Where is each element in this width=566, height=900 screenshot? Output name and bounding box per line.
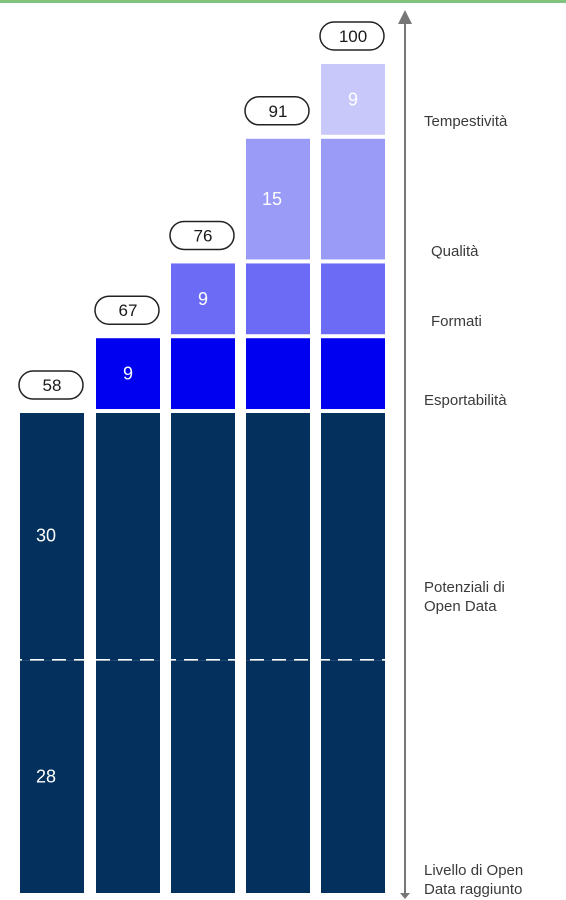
bar-segment xyxy=(171,413,235,661)
bar-segment xyxy=(246,138,310,260)
segment-value-label: 9 xyxy=(123,364,133,384)
bar-segment xyxy=(321,338,385,410)
segment-value-label: 9 xyxy=(348,89,358,109)
axis-level-label-line: Tempestività xyxy=(424,113,508,130)
axis-level-label-line: Formati xyxy=(431,313,482,330)
bar-segment xyxy=(96,660,160,893)
axis-level-label-line: Esportabilità xyxy=(424,392,507,409)
y-axis-arrow xyxy=(398,10,412,24)
bar-segment xyxy=(20,413,84,661)
segment-value-label: 15 xyxy=(262,189,282,209)
bar-segment xyxy=(246,338,310,410)
bar-segment xyxy=(321,413,385,661)
bar-segment xyxy=(96,338,160,410)
bar-segment xyxy=(321,138,385,260)
total-value-label: 76 xyxy=(194,226,213,245)
axis-level-label-line: Data raggiunto xyxy=(424,881,522,898)
total-pill xyxy=(18,370,84,400)
axis-level-label-line: Qualità xyxy=(431,243,479,260)
bar-segment xyxy=(321,263,385,335)
axis-level-label: Potenziali di Open Data xyxy=(424,579,505,615)
segment-value-label: 28 xyxy=(36,767,56,787)
axis-level-label: Esportabilità xyxy=(424,392,507,409)
bar-segment xyxy=(246,263,310,335)
bar-segment xyxy=(171,263,235,335)
axis-level-label-line: Open Data xyxy=(424,598,497,615)
total-pill xyxy=(169,220,235,251)
bar-segment xyxy=(321,660,385,893)
total-pill xyxy=(94,295,160,325)
segment-value-label: 30 xyxy=(36,526,56,546)
axis-level-label: Formati xyxy=(431,313,482,330)
total-value-label: 67 xyxy=(119,301,138,320)
segment-value-label: 9 xyxy=(198,289,208,309)
axis-level-label-line: Livello di Open xyxy=(424,862,523,879)
total-value-label: 58 xyxy=(43,376,62,395)
bar-segment xyxy=(96,413,160,661)
axis-level-label: Tempestività xyxy=(424,113,508,130)
y-axis-bottom-tick xyxy=(400,893,410,899)
bar-segment xyxy=(246,413,310,661)
top-divider-line xyxy=(0,0,566,3)
axis-level-label-line: Potenziali di xyxy=(424,579,505,596)
total-pill xyxy=(319,21,385,51)
axis-level-label: Qualità xyxy=(431,243,479,260)
total-value-label: 100 xyxy=(339,27,367,46)
bar-segment xyxy=(171,338,235,410)
bar-segment xyxy=(20,660,84,893)
total-value-label: 91 xyxy=(269,102,288,121)
bar-segment xyxy=(171,660,235,893)
bar-segment xyxy=(246,660,310,893)
axis-level-label: Livello di Open Data raggiunto xyxy=(424,862,523,898)
bar-segment xyxy=(321,64,385,135)
total-pill xyxy=(244,96,310,126)
